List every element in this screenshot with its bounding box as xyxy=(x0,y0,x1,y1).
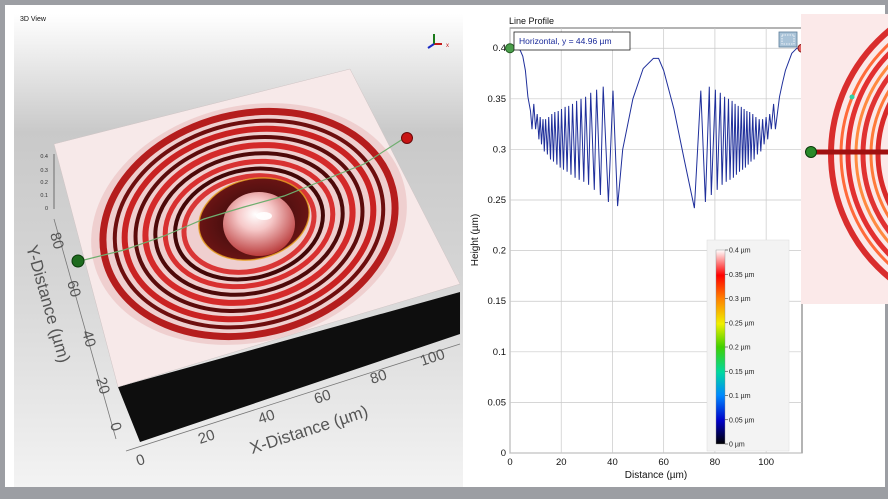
badge-text: Horizontal, y = 44.96 µm xyxy=(519,36,612,46)
colorbar-label: 0.05 µm xyxy=(729,417,755,424)
triad-x-label: x xyxy=(446,43,449,49)
y-tick-label: 0.35 xyxy=(488,94,507,105)
top-view-canvas[interactable] xyxy=(801,14,888,487)
settings-icon[interactable] xyxy=(778,31,798,48)
top-view-pane[interactable] xyxy=(801,14,888,487)
3d-view-title: 3D View xyxy=(20,16,46,23)
x-tick-label: 0 xyxy=(507,457,512,468)
y-tick-label: 0.3 xyxy=(493,144,506,155)
surface-base-side xyxy=(118,292,460,442)
profile-path-3d xyxy=(79,136,407,262)
top-view-start-handle[interactable] xyxy=(805,146,817,158)
colorbar-label: 0.25 µm xyxy=(729,320,755,327)
y-ticks: 0 0.05 0.1 0.15 0.2 0.25 0.3 0.35 0.4 xyxy=(488,43,507,459)
line-profile-chart[interactable]: Line Profile 00.050.10.150.20.250.30.350… xyxy=(463,14,810,487)
x-tick-label: 20 xyxy=(556,457,567,468)
x-tick-label: 60 xyxy=(658,457,669,468)
y-tick-label: 0.4 xyxy=(493,43,506,54)
y-tick-label: 0.25 xyxy=(488,195,507,206)
orientation-triad-icon[interactable]: x xyxy=(427,34,449,49)
x-tick-label: 100 xyxy=(758,457,774,468)
profile-start-marker[interactable] xyxy=(505,43,515,54)
x-tick-label: 80 xyxy=(368,366,389,387)
x-tick-label: 80 xyxy=(710,457,721,468)
x-tick-label: 40 xyxy=(607,457,618,468)
y-tick-label: 20 xyxy=(92,375,113,396)
profile-start-handle[interactable] xyxy=(71,254,85,268)
y-axis-label: Height (µm) xyxy=(470,214,481,266)
x-ticks: 0 20 40 60 80 100 xyxy=(507,457,774,468)
colorbar-label: 0.15 µm xyxy=(729,369,755,376)
profile-series-line xyxy=(510,47,802,209)
x-tick-label: 100 xyxy=(418,346,447,370)
line-profile-pane[interactable]: Line Profile 0 0.05 0.1 0.15 0.2 0.25 0.3 0.35 0… xyxy=(463,14,810,487)
profile-end-handle[interactable] xyxy=(401,132,413,144)
colorbar-label: 0.35 µm xyxy=(729,272,755,279)
colorbar: 0.4 µm 0.35 µm 0.3 µm 0.25 µm 0.2 µm 0.15 µm 0… xyxy=(706,239,790,452)
3d-view-pane[interactable]: 3D View xyxy=(14,14,464,487)
z-tick-label: 0.1 xyxy=(40,193,48,199)
top-view-cursor-dot xyxy=(849,94,855,100)
y-tick-label: 80 xyxy=(46,230,67,251)
colorbar-label: 0 µm xyxy=(729,442,745,449)
colorbar-gradient xyxy=(715,249,726,445)
z-tick-label: 0.3 xyxy=(40,168,48,174)
z-tick-label: 0 xyxy=(45,206,48,212)
colorbar-label: 0.4 µm xyxy=(729,248,751,255)
status-strip xyxy=(5,487,888,499)
z-axis: 0.4 0.3 0.2 0.1 0 xyxy=(40,154,55,212)
surface-rings xyxy=(91,103,407,345)
y-tick-label: 0 xyxy=(501,448,506,459)
y-tick-label: 0.2 xyxy=(493,246,506,257)
z-tick-label: 0.2 xyxy=(40,180,48,186)
y-tick-label: 0.1 xyxy=(493,347,506,358)
colorbar-label: 0.3 µm xyxy=(729,296,751,303)
colorbar-label: 0.2 µm xyxy=(729,345,751,352)
y-tick-label: 0.15 xyxy=(488,296,507,307)
profile-direction-badge[interactable]: Horizontal, y = 44.96 µm xyxy=(513,31,631,51)
x-tick-label: 20 xyxy=(196,426,217,447)
x-tick-label: 60 xyxy=(312,386,333,407)
line-profile-title: Line Profile xyxy=(509,16,554,26)
z-tick-label: 0.4 xyxy=(40,154,48,160)
x-tick-label: 40 xyxy=(256,406,277,427)
y-tick-label: 0.05 xyxy=(488,397,507,408)
y-tick-label: 60 xyxy=(63,278,84,299)
y-tick-label: 40 xyxy=(78,328,99,349)
x-axis-label: Distance (µm) xyxy=(625,470,687,481)
3d-surface-canvas[interactable]: 0.4 0.3 0.2 0.1 0 80 60 40 20 0 Y-Distan… xyxy=(14,14,464,487)
colorbar-label: 0.1 µm xyxy=(729,393,751,400)
